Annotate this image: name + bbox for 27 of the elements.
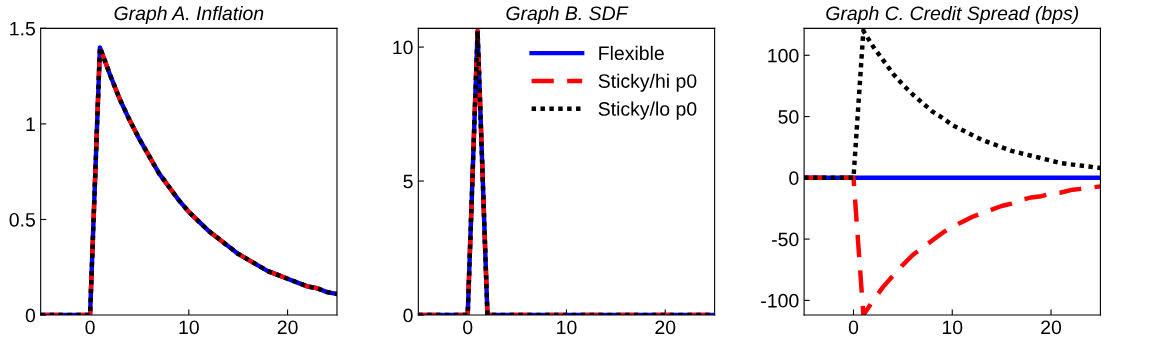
x-tick-label: 10: [179, 320, 199, 335]
y-tick-label: 0: [25, 308, 36, 323]
y-tick-label: 0: [403, 308, 413, 323]
y-tick-label: -50: [772, 232, 799, 247]
x-tick-label: 10: [557, 320, 577, 335]
y-tick-label: 50: [778, 110, 799, 124]
x-tick-label: 0: [463, 320, 473, 335]
chart-title: Graph C. Credit Spread (bps): [826, 5, 1079, 25]
x-tick-label: 0: [848, 320, 859, 335]
y-tick-label: 5: [403, 174, 413, 189]
legend-label: Sticky/lo p0: [598, 101, 697, 120]
y-tick-label: 100: [768, 48, 799, 63]
y-tick-label: 1: [26, 117, 35, 131]
x-tick-label: 10: [942, 320, 963, 335]
chart-title: Graph A. Inflation: [114, 5, 264, 25]
x-tick-label: 20: [1041, 320, 1062, 335]
legend-label: Sticky/hi p0: [598, 73, 697, 92]
y-tick-label: 0.5: [9, 212, 35, 227]
legend-label: Flexible: [599, 45, 664, 61]
x-tick-label: 0: [85, 320, 95, 335]
y-tick-label: -100: [761, 293, 799, 308]
y-tick-label: 10: [393, 40, 413, 55]
y-tick-label: 1.5: [10, 21, 35, 36]
y-tick-label: 0: [789, 171, 799, 186]
chart-title: Graph B. SDF: [506, 5, 629, 25]
x-tick-label: 20: [655, 320, 676, 335]
x-tick-label: 20: [277, 320, 298, 335]
